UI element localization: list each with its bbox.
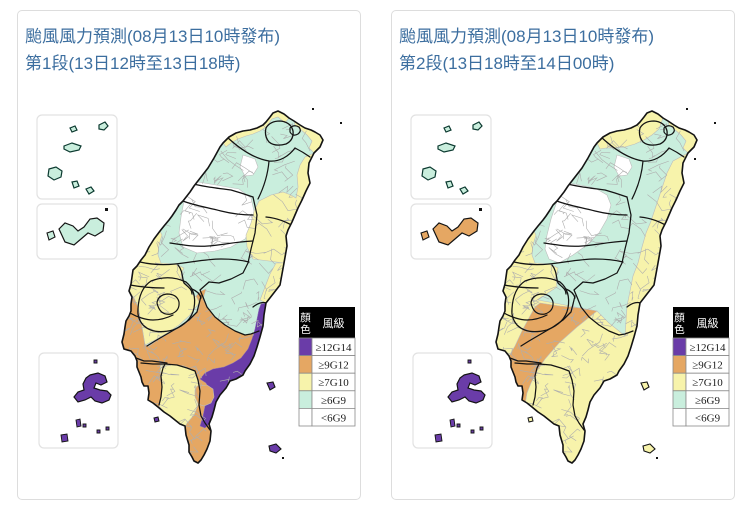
- svg-text:≥9G12: ≥9G12: [318, 360, 348, 372]
- svg-text:<6G9: <6G9: [695, 412, 721, 424]
- svg-text:≥6G9: ≥6G9: [695, 395, 720, 407]
- svg-text:<6G9: <6G9: [321, 412, 347, 424]
- svg-text:色: 色: [300, 323, 311, 336]
- svg-text:≥9G12: ≥9G12: [692, 360, 722, 372]
- svg-text:≥12G14: ≥12G14: [316, 342, 352, 354]
- svg-text:≥7G10: ≥7G10: [692, 377, 723, 389]
- svg-text:風級: 風級: [697, 317, 719, 330]
- svg-text:≥6G9: ≥6G9: [321, 395, 346, 407]
- svg-text:顏: 顏: [674, 311, 685, 324]
- svg-text:≥12G14: ≥12G14: [690, 342, 726, 354]
- svg-text:≥7G10: ≥7G10: [318, 377, 349, 389]
- svg-text:色: 色: [674, 323, 685, 336]
- svg-text:顏: 顏: [300, 311, 311, 324]
- svg-text:風級: 風級: [323, 317, 345, 330]
